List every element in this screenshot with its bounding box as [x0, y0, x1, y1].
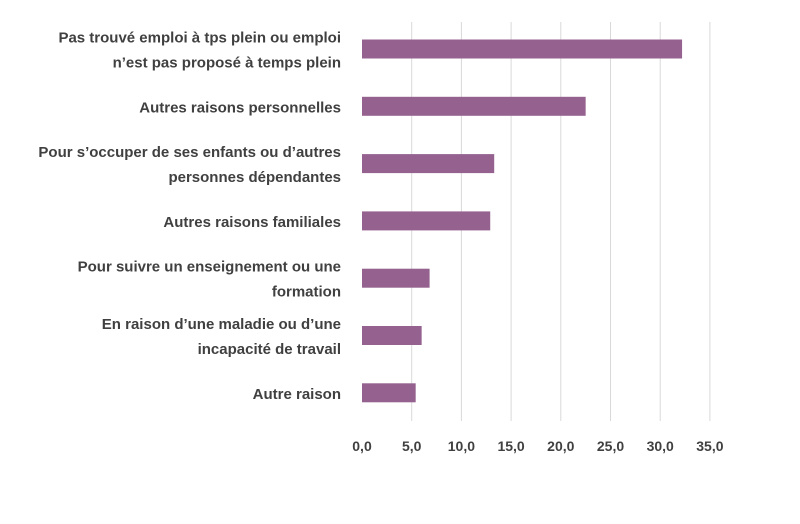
category-label: incapacité de travail [198, 341, 341, 358]
x-tick-label: 10,0 [448, 438, 475, 454]
bar [362, 326, 422, 345]
x-tick-label: 15,0 [497, 438, 524, 454]
bar [362, 96, 586, 116]
category-label: En raison d’une maladie ou d’une [102, 316, 341, 333]
bar [362, 268, 430, 288]
x-tick-label: 0,0 [352, 438, 372, 454]
bars [362, 39, 683, 403]
category-label: n’est pas proposé à temps plein [113, 55, 341, 72]
bar [362, 211, 491, 231]
gridlines [411, 22, 711, 421]
category-label: Autres raisons familiales [163, 214, 341, 231]
bar [362, 39, 683, 59]
category-labels: Pas trouvé emploi à tps plein ou emploi n… [38, 30, 341, 403]
x-tick-label: 20,0 [547, 438, 574, 454]
category-label: personnes dépendantes [168, 169, 341, 186]
bar [362, 154, 495, 174]
category-label: Pour s’occuper de ses enfants ou d’autre… [38, 144, 341, 161]
category-label: Autres raisons personnelles [139, 99, 341, 116]
x-tick-label: 30,0 [647, 438, 674, 454]
x-axis-ticks: 0,0 5,0 10,0 15,0 20,0 25,0 30,0 35,0 [352, 438, 723, 454]
bar [362, 383, 416, 403]
x-tick-label: 25,0 [597, 438, 624, 454]
category-label: Pas trouvé emploi à tps plein ou emploi [58, 30, 341, 47]
category-label: Autre raison [253, 386, 341, 403]
x-tick-label: 5,0 [402, 438, 422, 454]
category-label: Pour suivre un enseignement ou une [78, 259, 341, 276]
x-tick-label: 35,0 [696, 438, 723, 454]
category-label: formation [272, 284, 341, 301]
